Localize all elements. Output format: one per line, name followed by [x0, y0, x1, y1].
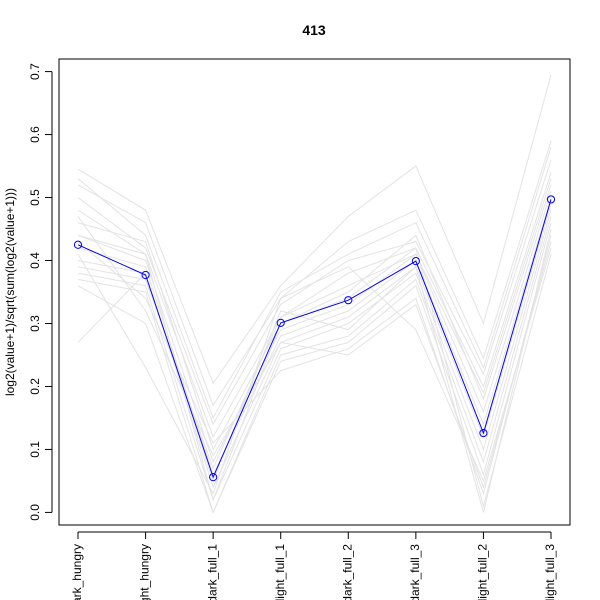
- background-series-line: [77, 235, 552, 496]
- y-tick-label: 0.2: [28, 378, 42, 395]
- highlight-series: [73, 195, 556, 482]
- plot-area-frame: [58, 58, 571, 526]
- data-point: [411, 257, 420, 266]
- series-line: [77, 199, 552, 479]
- background-series-line: [77, 216, 552, 514]
- y-axis-label: log2(value+1)/sqrt(sum(log2(value+1))): [3, 188, 17, 396]
- background-series-line: [77, 178, 552, 470]
- background-series-line: [77, 234, 552, 509]
- data-point: [546, 195, 556, 204]
- background-series-line: [77, 159, 552, 426]
- x-tick-label: light_hungry: [138, 544, 152, 600]
- data-point: [479, 428, 488, 438]
- x-tick-label: light_full_3: [543, 544, 557, 600]
- background-series-line: [77, 197, 552, 476]
- data-point: [209, 473, 218, 482]
- y-tick-label: 0.7: [28, 63, 42, 80]
- y-tick-label: 0.5: [28, 189, 42, 206]
- background-series-line: [77, 184, 552, 451]
- background-series-line: [77, 147, 552, 420]
- x-tick-label: dark_full_3: [408, 544, 422, 600]
- data-point: [276, 318, 285, 327]
- background-series-line: [77, 140, 552, 407]
- x-tick-label: dark_full_2: [340, 544, 354, 600]
- y-tick-label: 0.0: [28, 504, 42, 521]
- background-series-line: [77, 247, 552, 495]
- background-series-line: [77, 74, 552, 385]
- x-tick-label: dark_hungry: [70, 544, 84, 600]
- data-point: [73, 240, 83, 249]
- x-axis: dark_hungry light_hungry dark_full_1 light_…: [70, 531, 557, 600]
- data-point: [344, 296, 353, 305]
- x-tick-label: light_full_1: [273, 544, 287, 600]
- y-tick-label: 0.1: [28, 441, 42, 458]
- data-point: [141, 270, 150, 280]
- y-tick-label: 0.6: [28, 126, 42, 143]
- chart-title: 413: [302, 22, 326, 38]
- y-axis: 0.0 0.1 0.2 0.3 0.4 0.5 0.6 0.7: [28, 63, 53, 521]
- background-series-line: [77, 222, 552, 514]
- background-series-line: [77, 172, 552, 439]
- background-series-lines: [77, 74, 552, 514]
- y-tick-label: 0.3: [28, 315, 42, 332]
- x-tick-label: dark_full_1: [205, 544, 219, 600]
- x-tick-label: light_full_2: [476, 544, 490, 600]
- y-tick-label: 0.4: [28, 252, 42, 269]
